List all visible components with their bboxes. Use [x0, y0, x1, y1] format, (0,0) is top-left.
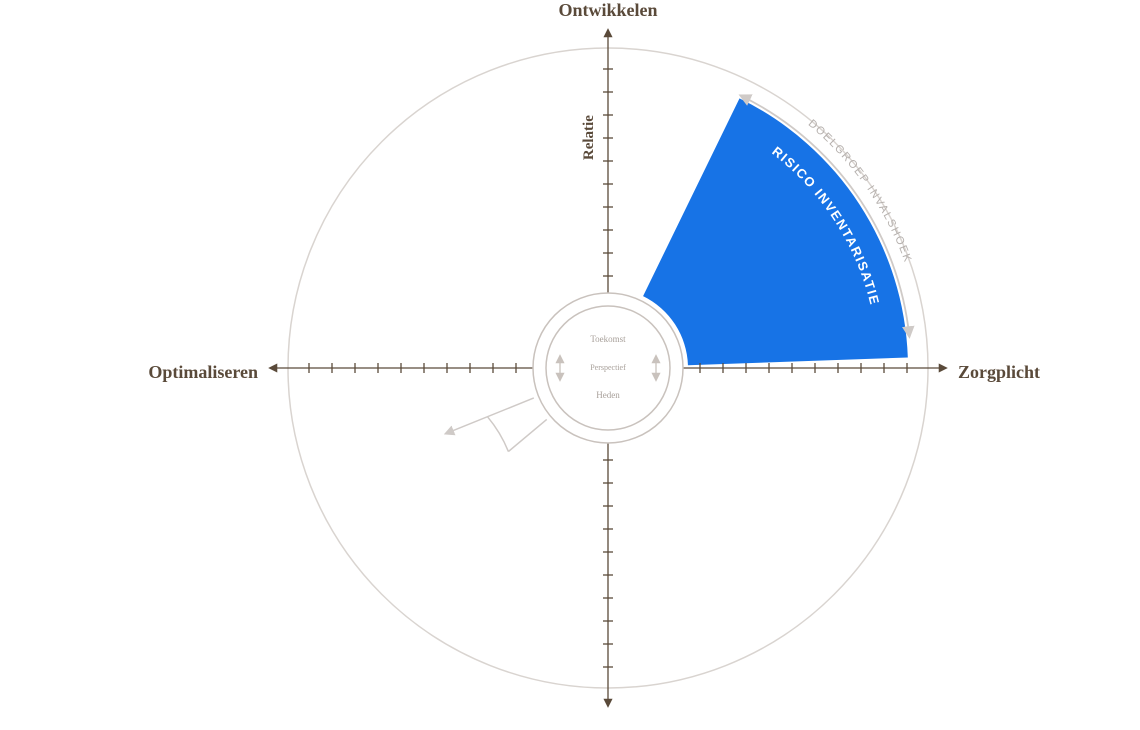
polar-diagram: RISICO INVENTARISATIEDOELGROEP INVALSHOE…: [0, 0, 1140, 730]
hub-label-top: Toekomst: [590, 334, 626, 344]
axis-label-right: Zorgplicht: [958, 362, 1040, 382]
axis-label-top: Ontwikkelen: [558, 0, 657, 20]
highlighted-wedge[interactable]: [643, 98, 908, 365]
axis-label-left: Optimaliseren: [148, 362, 258, 382]
hub-label-bottom: Heden: [596, 390, 620, 400]
faint-pointer-line: [446, 398, 534, 434]
faint-pointer-arc: [487, 417, 508, 452]
axis-inner-label-relatie: Relatie: [581, 115, 597, 160]
hub-label-middle: Perspectief: [590, 363, 626, 372]
faint-pointer-secondary: [508, 419, 546, 451]
